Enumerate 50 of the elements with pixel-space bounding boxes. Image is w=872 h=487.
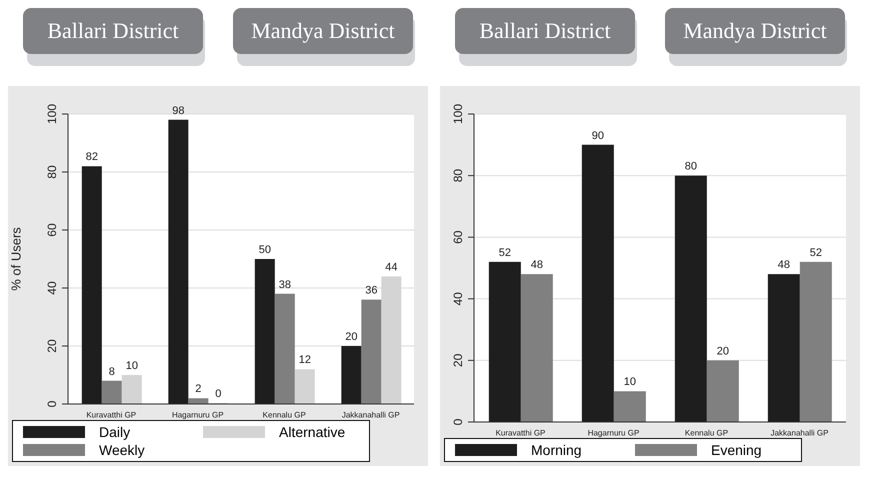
data-label: 20 (345, 331, 358, 343)
y-tick-label: 80 (451, 168, 465, 182)
legend-label: Alternative (279, 424, 346, 440)
data-label: 10 (624, 376, 636, 388)
x-tick-label: Kennalu GP (262, 410, 306, 420)
data-label: 12 (298, 354, 311, 366)
data-label: 10 (126, 360, 138, 372)
text: Ballari District (455, 8, 635, 54)
y-tick-label: 20 (45, 339, 59, 353)
data-label: 48 (530, 259, 544, 272)
x-tick-label: Jakkanahalli GP (770, 428, 828, 438)
x-tick-label: Hagarnuru GP (588, 428, 640, 438)
text: Mandya District (233, 8, 413, 54)
data-label: 90 (592, 130, 604, 142)
x-tick-label: Kuravatthi GP (86, 410, 136, 420)
legend-label: Morning (531, 442, 583, 458)
data-label: 20 (716, 345, 730, 358)
y-tick-label: 0 (45, 400, 59, 408)
data-label: 38 (278, 278, 291, 291)
legend-label: Daily (99, 424, 132, 440)
y-tick-label: 40 (451, 292, 465, 306)
y-axis-title: % of Users (8, 226, 24, 291)
y-tick-label: 20 (451, 353, 465, 368)
data-label: 50 (258, 244, 271, 256)
text: Mandya District (665, 8, 845, 54)
data-label: 44 (385, 261, 398, 274)
x-tick-label: Hagarnuru GP (172, 410, 224, 420)
y-tick-label: 40 (45, 281, 59, 295)
data-label: 8 (108, 366, 115, 378)
data-label: 0 (215, 388, 222, 400)
y-tick-label: 100 (45, 104, 59, 124)
text: Ballari District (23, 8, 203, 54)
data-label: 36 (365, 284, 378, 297)
data-label: 2 (195, 383, 202, 396)
legend-label: Weekly (99, 442, 146, 458)
data-label: 52 (498, 246, 512, 259)
data-label: 82 (86, 151, 98, 164)
y-tick-label: 60 (451, 230, 465, 244)
y-tick-label: 60 (45, 223, 59, 237)
x-tick-label: Jakkanahalli GP (342, 410, 400, 420)
x-tick-label: Kuravatthi GP (496, 428, 546, 438)
x-tick-label: Kennalu GP (684, 428, 728, 438)
y-tick-label: 0 (451, 418, 465, 426)
y-tick-label: 100 (451, 104, 465, 124)
data-label: 98 (172, 104, 184, 117)
data-label: 52 (810, 246, 822, 259)
data-label: 80 (684, 160, 698, 173)
data-label: 48 (778, 259, 790, 272)
y-tick-label: 80 (45, 165, 59, 179)
legend-label: Evening (711, 442, 763, 458)
